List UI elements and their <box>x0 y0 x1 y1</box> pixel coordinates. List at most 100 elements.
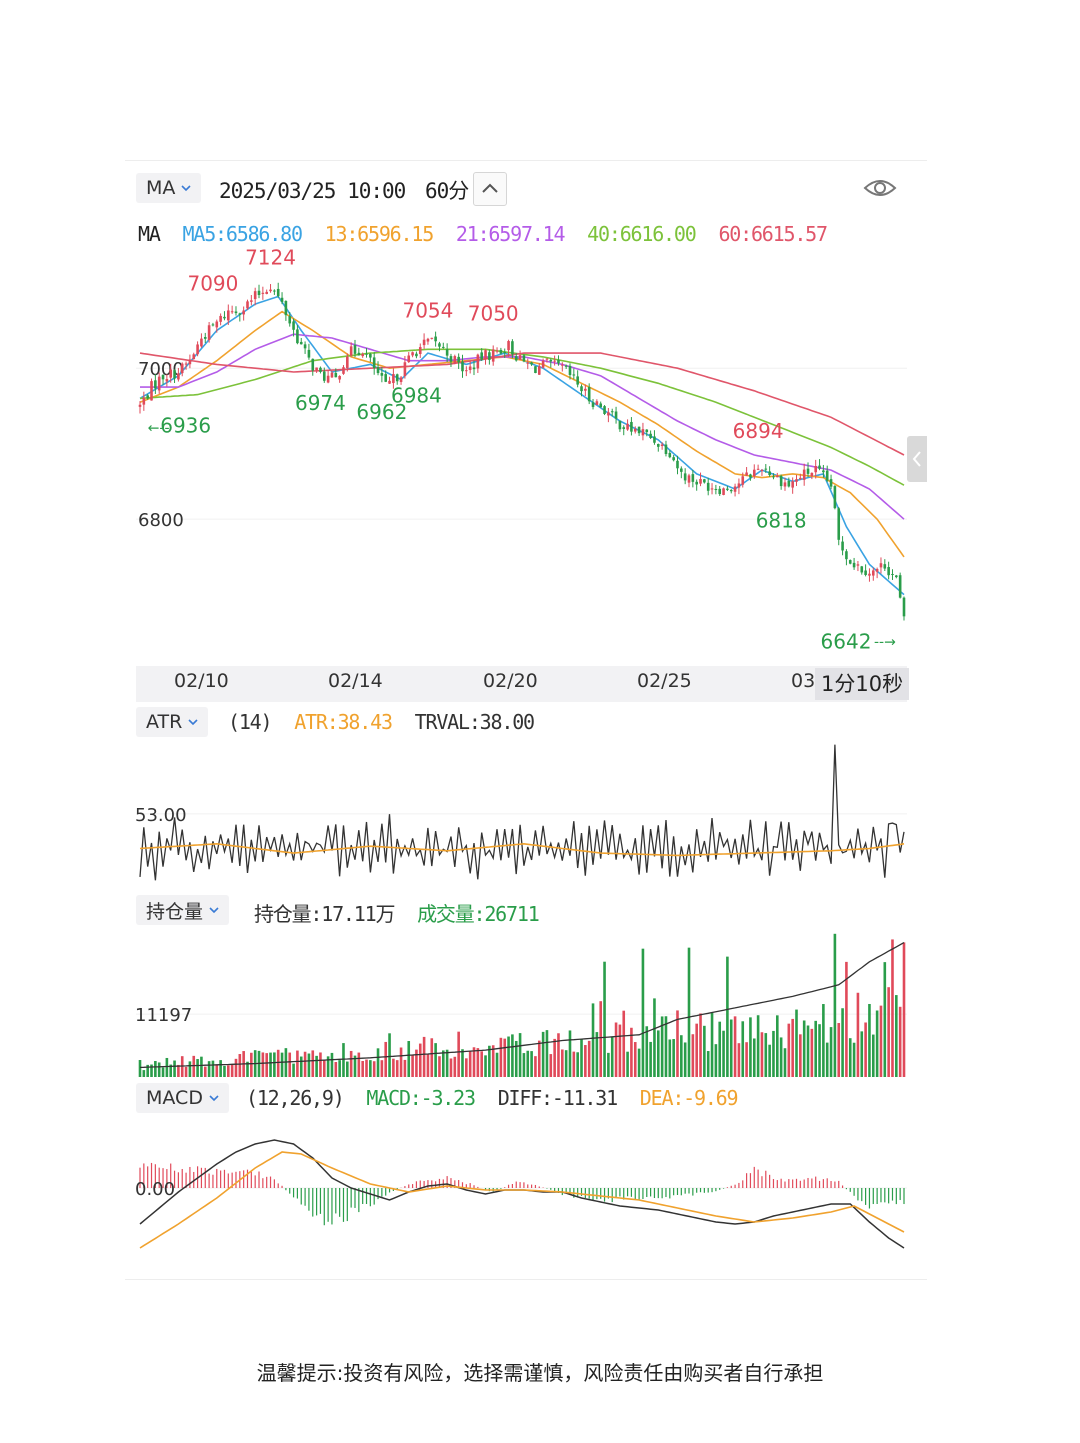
volume-bar <box>491 1045 495 1077</box>
candle-body <box>514 356 518 361</box>
candle-body <box>407 355 411 363</box>
dea-value: DEA:-9.69 <box>639 1086 739 1110</box>
volume-bar <box>653 998 656 1077</box>
low-price-label: 6818 <box>756 509 807 533</box>
candle-body <box>837 508 841 540</box>
volume-bar <box>887 987 890 1077</box>
candle-body <box>749 474 752 478</box>
chevron-down-icon <box>209 907 219 914</box>
candle-body <box>818 465 821 469</box>
volume-bar <box>902 942 906 1077</box>
volume-bar <box>756 1015 760 1077</box>
volume-bar <box>664 1016 668 1077</box>
volume-bar <box>729 1019 733 1077</box>
candle-body <box>468 366 472 370</box>
volume-bar <box>795 1009 798 1077</box>
datetime-value: 2025/03/25 10:00 <box>219 179 406 203</box>
volume-bar <box>468 1051 472 1077</box>
candle-body <box>668 452 672 458</box>
volume-bar <box>514 1040 518 1077</box>
volume-bar <box>745 1042 748 1077</box>
volume-bar <box>687 947 691 1077</box>
candle-body <box>772 476 775 478</box>
candle-body <box>403 362 407 377</box>
volume-bar <box>311 1050 315 1077</box>
candle-body <box>369 353 372 358</box>
volume-bar <box>733 1016 737 1077</box>
candle-body <box>802 469 806 480</box>
volume-bar <box>630 1027 633 1077</box>
y-tick-label: 53.00 <box>135 805 187 826</box>
candle-body <box>488 352 491 360</box>
candle-body <box>200 338 203 347</box>
volume-bar <box>802 1020 806 1077</box>
volume-bar <box>415 1049 418 1077</box>
candle-body <box>676 460 679 469</box>
volume-bar <box>261 1052 265 1077</box>
candle-body <box>898 575 902 598</box>
candle-body <box>864 570 867 575</box>
countdown-badge: 1分10秒 <box>815 668 910 700</box>
eye-icon[interactable] <box>862 175 898 201</box>
collapse-button[interactable] <box>473 172 507 206</box>
candle-body <box>868 573 871 576</box>
volume-bar <box>760 1032 764 1077</box>
volume-bar <box>234 1058 238 1077</box>
volume-chart[interactable]: 11197 <box>0 922 1080 1082</box>
candlestick-chart[interactable]: 7000 6800 7124 7090 7054 7050 6894 6936←-- 6974… <box>0 0 1080 710</box>
volume-bar <box>595 1032 599 1077</box>
candle-body <box>154 380 157 389</box>
volume-bar <box>779 1037 783 1077</box>
candle-body <box>776 475 779 478</box>
macd-params: (12,26,9) <box>246 1086 345 1110</box>
low-price-label: 6642 <box>821 629 872 653</box>
volume-bar <box>568 1030 572 1077</box>
indicator-selector[interactable]: MA <box>136 173 202 203</box>
macd-chart[interactable]: 0.00 <box>0 1112 1080 1277</box>
candle-body <box>799 477 802 480</box>
candle-body <box>522 355 526 362</box>
candle-body <box>484 350 487 360</box>
candle-body <box>411 352 414 356</box>
volume-bar <box>353 1055 357 1077</box>
candle-body <box>848 560 852 564</box>
volume-bar <box>883 962 887 1077</box>
candle-body <box>169 369 173 378</box>
volume-bar <box>541 1031 545 1077</box>
candle-body <box>261 292 265 294</box>
chevron-left-icon <box>912 451 921 467</box>
macd-selector[interactable]: MACD <box>136 1083 229 1113</box>
volume-bar <box>315 1055 318 1077</box>
candle-body <box>303 344 307 349</box>
candle-body <box>426 338 430 342</box>
volume-bar <box>495 1052 499 1077</box>
volume-bar <box>365 1059 368 1077</box>
x-tick-label: 03 <box>791 670 816 692</box>
candle-body <box>641 429 645 436</box>
candle-body <box>622 427 626 429</box>
volume-bar <box>522 1053 526 1077</box>
candle-body <box>580 386 583 392</box>
candle-body <box>718 488 722 495</box>
volume-bar <box>326 1056 330 1077</box>
atr-selector[interactable]: ATR <box>136 707 209 737</box>
candle-body <box>280 297 284 302</box>
candle-body <box>150 381 153 401</box>
atr-chart[interactable]: 53.00 <box>0 735 1080 895</box>
candle-body <box>372 357 376 369</box>
candle-body <box>422 339 426 346</box>
volume-bar <box>507 1036 510 1077</box>
candle-body <box>192 354 196 360</box>
candle-body <box>177 373 180 380</box>
candle-body <box>180 363 184 374</box>
side-panel-handle[interactable] <box>907 436 927 482</box>
chevron-down-icon <box>209 1095 219 1102</box>
volume-bar <box>203 1066 207 1077</box>
volume-bar <box>676 1010 679 1077</box>
diff-line <box>139 1139 905 1249</box>
volume-bar <box>557 1033 560 1077</box>
atr-value: ATR:38.43 <box>294 710 393 734</box>
candle-body <box>376 367 380 374</box>
oi-selector[interactable]: 持仓量 <box>136 895 230 925</box>
candle-body <box>752 469 756 477</box>
